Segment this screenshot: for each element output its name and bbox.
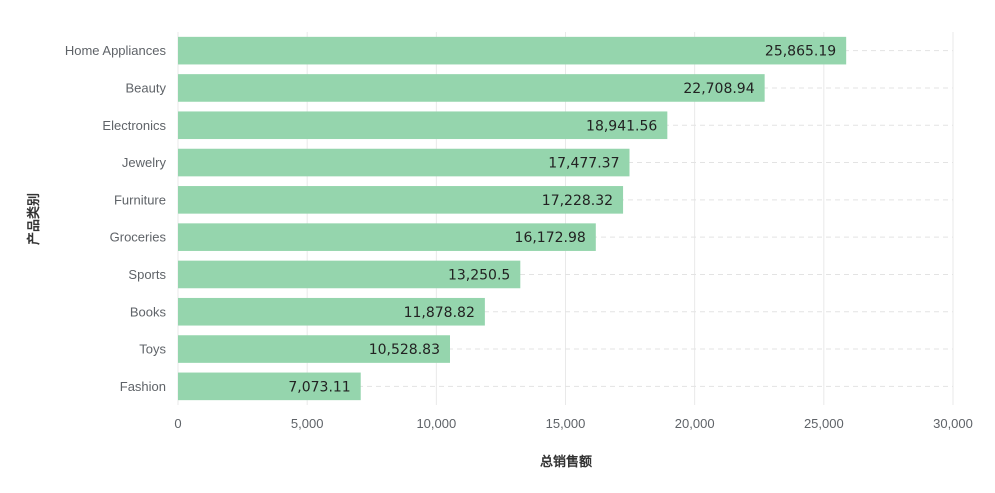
data-label: 17,228.32 [542, 193, 613, 209]
x-tick-label: 20,000 [675, 416, 715, 431]
bar[interactable] [178, 260, 521, 289]
category-label: Jewelry [122, 155, 167, 170]
bars: 25,865.19 22,708.94 18,941.56 17,477.37 17,2… [178, 36, 847, 401]
category-labels: Home Appliances Beauty Electronics Jewelry F… [65, 43, 167, 394]
data-label: 11,878.82 [404, 305, 475, 321]
x-tick-labels: 0 5,000 10,000 15,000 20,000 25,000 30,000 [174, 416, 973, 431]
bar[interactable] [178, 36, 847, 65]
category-label: Beauty [126, 80, 167, 95]
data-label: 25,865.19 [765, 44, 836, 60]
data-label: 13,250.5 [448, 267, 510, 283]
data-label: 17,477.37 [548, 156, 619, 172]
bar[interactable] [178, 372, 361, 401]
category-label: Electronics [102, 118, 166, 133]
category-label: Toys [139, 342, 166, 357]
category-label: Books [130, 304, 167, 319]
bar[interactable] [178, 223, 596, 251]
x-tick-label: 0 [174, 416, 181, 431]
category-label: Furniture [114, 192, 166, 207]
bar[interactable] [178, 335, 450, 363]
category-label: Fashion [120, 379, 166, 394]
category-label: Sports [128, 267, 166, 282]
data-label: 18,941.56 [586, 118, 657, 134]
data-label: 22,708.94 [683, 81, 754, 97]
x-tick-label: 15,000 [546, 416, 586, 431]
data-label: 16,172.98 [515, 230, 586, 246]
x-axis-title: 总销售额 [540, 454, 592, 470]
x-tick-label: 25,000 [804, 416, 844, 431]
bar[interactable] [178, 74, 765, 102]
bar[interactable] [178, 111, 668, 140]
category-label: Home Appliances [65, 43, 167, 58]
bar[interactable] [178, 148, 630, 177]
bar[interactable] [178, 186, 624, 214]
y-axis-title: 产品类别 [26, 193, 42, 245]
bar[interactable] [178, 297, 485, 326]
category-label: Groceries [110, 230, 167, 245]
data-label: 10,528.83 [369, 342, 440, 358]
data-label: 7,073.11 [288, 379, 350, 395]
x-tick-label: 30,000 [933, 416, 973, 431]
x-tick-label: 10,000 [416, 416, 456, 431]
x-tick-label: 5,000 [291, 416, 324, 431]
